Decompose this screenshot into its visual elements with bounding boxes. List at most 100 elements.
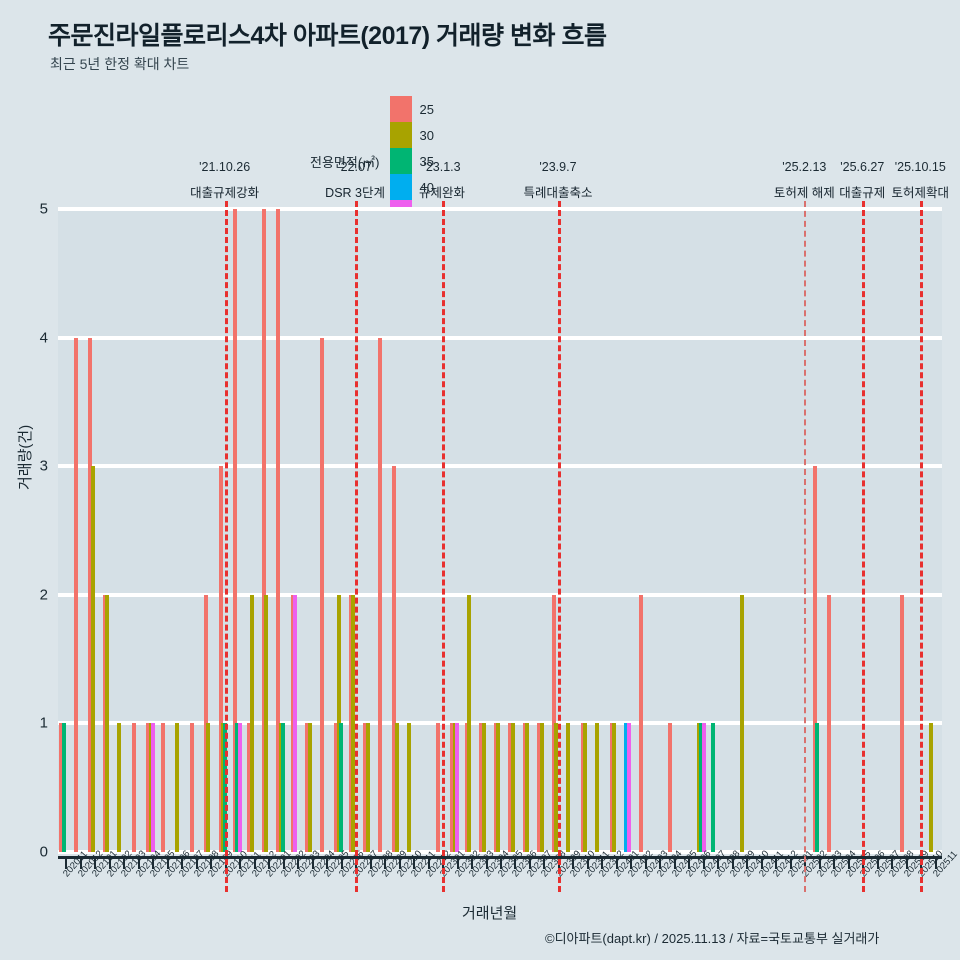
bar[interactable] [711,723,716,852]
bar[interactable] [117,723,122,852]
bar[interactable] [812,466,817,852]
bar[interactable] [667,723,672,852]
bar[interactable] [218,466,223,852]
bar[interactable] [175,723,180,852]
bar[interactable] [290,594,295,852]
bar[interactable] [237,723,242,852]
bar[interactable] [455,723,460,852]
x-tick [427,856,430,869]
x-tick [688,856,691,869]
bar[interactable] [365,723,370,852]
bar[interactable] [146,723,151,852]
bar[interactable] [59,723,64,852]
x-tick [471,856,474,869]
bar[interactable] [148,723,153,852]
bar[interactable] [206,723,211,852]
bar[interactable] [452,723,457,852]
bar[interactable] [479,723,484,852]
bar[interactable] [150,723,155,852]
bar[interactable] [626,723,631,852]
legend-item-30[interactable]: 30 [389,122,448,148]
x-tick [398,856,401,869]
bar[interactable] [551,594,556,852]
bar[interactable] [204,594,209,852]
bar[interactable] [928,723,933,852]
legend-swatch-icon [389,122,412,148]
bar[interactable] [899,594,904,852]
bar[interactable] [88,337,93,852]
bar[interactable] [624,723,629,852]
bar[interactable] [334,723,339,852]
bar[interactable] [363,723,368,852]
bar[interactable] [293,594,298,852]
bar[interactable] [105,594,110,852]
bar[interactable] [264,594,269,852]
bar[interactable] [537,723,542,852]
bar[interactable] [638,594,643,852]
bar[interactable] [696,723,701,852]
footer-credit: ©디아파트(dapt.kr) / 2025.11.13 / 자료=국토교통부 실… [545,931,880,946]
bar[interactable] [450,723,455,852]
bar[interactable] [351,594,356,852]
bar[interactable] [220,723,225,852]
bar[interactable] [595,723,600,852]
x-tick [514,856,517,869]
bar[interactable] [247,723,252,852]
legend-item-25[interactable]: 25 [389,96,448,122]
bar[interactable] [539,723,544,852]
x-tick [746,856,749,869]
bar[interactable] [394,723,399,852]
bar[interactable] [235,723,240,852]
bar[interactable] [339,723,344,852]
bar[interactable] [508,723,513,852]
bar[interactable] [496,723,501,852]
bar[interactable] [189,723,194,852]
bar[interactable] [336,594,341,852]
bar[interactable] [406,723,411,852]
bar[interactable] [481,723,486,852]
legend-item-40[interactable]: 40 [389,174,448,200]
bar[interactable] [392,466,397,852]
bar[interactable] [61,723,66,852]
bar[interactable] [467,594,472,852]
bar[interactable] [249,594,254,852]
legend-item-35[interactable]: 35 [389,148,448,174]
bar[interactable] [278,723,283,852]
bar[interactable] [699,723,704,852]
bar[interactable] [554,723,559,852]
bar[interactable] [131,723,136,852]
bar[interactable] [510,723,515,852]
bar[interactable] [305,723,310,852]
bar[interactable] [740,594,745,852]
bar[interactable] [73,337,78,852]
bar[interactable] [609,723,614,852]
bar[interactable] [522,723,527,852]
bar[interactable] [276,209,281,852]
bar[interactable] [464,723,469,852]
bar[interactable] [307,723,312,852]
bar[interactable] [281,723,286,852]
bar[interactable] [348,594,353,852]
bar[interactable] [160,723,165,852]
bar[interactable] [583,723,588,852]
bar[interactable] [525,723,530,852]
bar[interactable] [493,723,498,852]
bar[interactable] [435,723,440,852]
bar[interactable] [90,466,95,852]
bar[interactable] [815,723,820,852]
event-name-label: 토허제 해제 [773,186,835,200]
bar[interactable] [701,723,706,852]
bar[interactable] [319,337,324,852]
bar[interactable] [827,594,832,852]
bar[interactable] [566,723,571,852]
bar[interactable] [580,723,585,852]
x-tick [934,856,937,869]
x-tick [326,856,329,869]
bar[interactable] [377,337,382,852]
x-tick [485,856,488,869]
x-tick [239,856,242,869]
bar[interactable] [612,723,617,852]
bar[interactable] [102,594,107,852]
bar[interactable] [233,209,237,852]
bar[interactable] [261,209,266,852]
